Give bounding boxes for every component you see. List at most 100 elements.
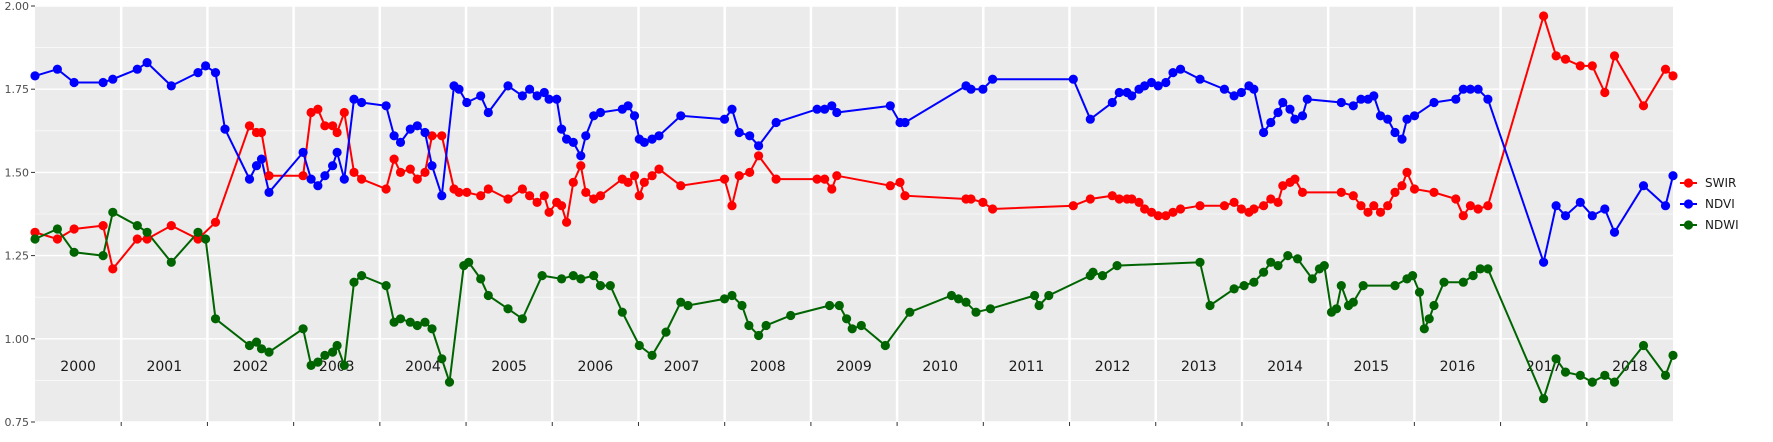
data-point-swir xyxy=(1473,204,1483,214)
data-point-ndvi xyxy=(1483,94,1493,104)
data-point-ndvi xyxy=(1168,68,1178,78)
data-point-ndwi xyxy=(1293,254,1303,264)
data-point-ndvi xyxy=(827,101,837,111)
data-point-ndvi xyxy=(754,141,764,151)
data-point-swir xyxy=(1134,197,1144,207)
data-point-ndvi xyxy=(1175,64,1186,74)
data-point-ndwi xyxy=(476,274,486,284)
data-point-swir xyxy=(1085,194,1095,204)
data-point-ndvi xyxy=(517,91,528,101)
year-label: 2014 xyxy=(1267,359,1303,375)
data-point-swir xyxy=(1127,194,1137,204)
data-point-ndvi xyxy=(166,81,176,91)
data-point-ndwi xyxy=(264,347,274,357)
data-point-ndvi xyxy=(132,64,142,74)
data-point-swir xyxy=(771,174,781,184)
data-point-ndvi xyxy=(193,68,203,78)
data-point-ndwi xyxy=(1249,277,1259,287)
legend-label-swir: SWIR xyxy=(1705,176,1736,190)
data-point-ndwi xyxy=(201,234,211,244)
data-point-ndvi xyxy=(1600,204,1610,214)
data-point-ndwi xyxy=(647,350,657,360)
data-point-swir xyxy=(832,171,842,181)
data-point-ndwi xyxy=(503,304,513,314)
data-point-ndwi xyxy=(251,337,262,347)
data-point-ndwi xyxy=(589,271,599,281)
data-point-ndvi xyxy=(332,147,342,157)
data-point-ndwi xyxy=(880,340,890,351)
data-point-swir xyxy=(483,184,493,194)
legend-key-point xyxy=(1683,199,1694,209)
data-point-ndvi xyxy=(1375,111,1386,121)
data-point-ndvi xyxy=(1236,87,1246,98)
data-point-ndvi xyxy=(1195,74,1205,84)
data-point-ndwi xyxy=(256,344,267,354)
data-point-ndvi xyxy=(1297,111,1308,121)
data-point-swir xyxy=(1107,191,1117,201)
data-point-ndvi xyxy=(978,84,988,94)
year-label: 2012 xyxy=(1095,359,1131,375)
legend-key-point xyxy=(1683,178,1694,188)
data-point-ndvi xyxy=(1249,84,1259,94)
data-point-ndwi xyxy=(420,317,430,327)
data-point-swir xyxy=(827,184,837,194)
data-point-ndvi xyxy=(30,71,40,81)
data-point-swir xyxy=(1068,201,1078,211)
data-point-ndwi xyxy=(985,304,996,314)
data-point-ndwi xyxy=(1331,304,1342,314)
data-point-swir xyxy=(727,201,737,211)
data-point-ndwi xyxy=(568,271,578,281)
data-point-swir xyxy=(589,194,599,204)
data-point-swir xyxy=(69,224,79,234)
data-point-ndwi xyxy=(842,314,852,324)
data-point-ndvi xyxy=(771,117,781,128)
data-point-ndwi xyxy=(210,314,221,324)
data-point-ndwi xyxy=(1439,277,1449,287)
data-point-ndvi xyxy=(900,117,910,128)
data-point-ndvi xyxy=(462,97,472,108)
data-point-swir xyxy=(595,191,606,201)
data-point-ndwi xyxy=(313,357,323,367)
data-point-ndvi xyxy=(1273,107,1283,118)
data-point-swir xyxy=(332,127,342,138)
legend: SWIR NDVI NDWI xyxy=(1680,176,1739,232)
data-point-swir xyxy=(166,221,176,231)
data-point-swir xyxy=(576,161,586,171)
year-label: 2002 xyxy=(233,359,269,375)
data-point-swir xyxy=(539,191,549,201)
data-point-swir xyxy=(1551,51,1561,61)
data-point-ndwi xyxy=(357,271,367,281)
data-point-swir xyxy=(339,107,349,118)
data-point-swir xyxy=(1348,191,1358,201)
data-point-ndwi xyxy=(1660,370,1671,380)
data-point-swir xyxy=(581,187,591,197)
data-point-ndvi xyxy=(142,58,152,68)
data-point-swir xyxy=(885,181,895,191)
data-point-ndvi xyxy=(395,137,406,147)
data-point-swir xyxy=(1259,201,1269,211)
data-point-ndvi xyxy=(552,94,562,104)
data-point-ndwi xyxy=(483,290,493,301)
data-point-ndvi xyxy=(623,101,633,111)
data-point-ndwi xyxy=(1097,271,1108,281)
data-point-ndwi xyxy=(1273,261,1283,271)
data-point-swir xyxy=(381,184,391,194)
data-point-ndwi xyxy=(381,281,391,291)
data-point-swir xyxy=(734,171,744,181)
y-tick-label: 2.00 xyxy=(5,0,30,13)
data-point-ndwi xyxy=(30,234,40,244)
data-point-ndwi xyxy=(676,297,686,307)
data-point-swir xyxy=(557,201,567,211)
data-point-ndvi xyxy=(339,174,349,184)
data-point-swir xyxy=(1383,201,1393,211)
data-point-ndvi xyxy=(1383,114,1393,124)
data-point-ndvi xyxy=(1153,81,1163,91)
data-point-swir xyxy=(1458,211,1468,221)
data-point-ndvi xyxy=(1402,114,1412,124)
data-point-ndvi xyxy=(988,74,998,84)
data-point-ndvi xyxy=(745,131,755,141)
data-point-ndvi xyxy=(381,101,391,111)
data-point-swir xyxy=(1140,204,1150,214)
data-point-swir xyxy=(437,131,447,141)
data-point-ndvi xyxy=(654,131,664,141)
